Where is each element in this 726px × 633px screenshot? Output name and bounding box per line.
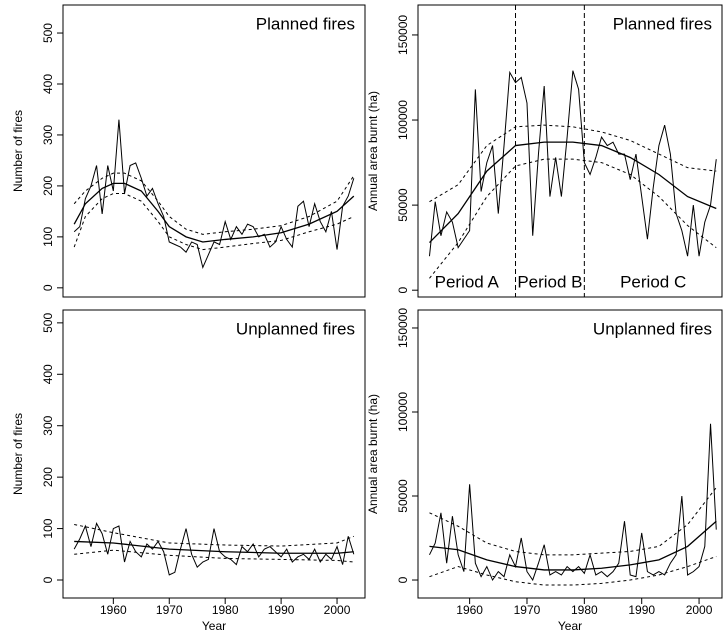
y-tick-label: 300 <box>41 415 55 435</box>
plot-frame <box>417 309 723 599</box>
plot-frame <box>62 309 366 599</box>
panel-title: Unplanned fires <box>593 319 712 338</box>
plot-frame <box>417 4 723 298</box>
y-tick-label: 100 <box>41 518 55 538</box>
data-line <box>429 487 717 556</box>
data-line <box>74 523 355 547</box>
y-tick-label: 100 <box>41 227 55 247</box>
y-axis-label: Number of fires <box>11 413 25 495</box>
y-tick-label: 0 <box>396 576 410 583</box>
x-tick-label: 1990 <box>268 603 295 617</box>
panel-title: Planned fires <box>256 14 355 33</box>
data-line <box>73 522 355 576</box>
panel-title: Planned fires <box>613 14 712 33</box>
data-line <box>74 549 354 563</box>
y-axis-label: Number of fires <box>11 110 25 192</box>
x-axis-label: Year <box>558 619 582 633</box>
y-tick-label: 300 <box>41 125 55 145</box>
y-tick-label: 0 <box>396 287 410 294</box>
data-line <box>429 556 717 586</box>
y-axis-label: Annual area burnt (ha) <box>366 91 380 211</box>
data-line <box>73 172 355 235</box>
x-tick-label: 1970 <box>514 603 541 617</box>
data-line <box>429 158 717 279</box>
x-tick-label: 1980 <box>212 603 239 617</box>
y-tick-label: 200 <box>41 467 55 487</box>
data-line <box>429 520 717 571</box>
data-line <box>429 423 717 582</box>
y-axis-label: Annual area burnt (ha) <box>366 394 380 514</box>
y-tick-label: 200 <box>41 176 55 196</box>
x-tick-label: 1970 <box>156 603 183 617</box>
x-tick-label: 2000 <box>324 603 351 617</box>
period-label: Period C <box>620 272 686 291</box>
plot-frame <box>62 4 366 298</box>
x-tick-label: 2000 <box>686 603 713 617</box>
y-tick-label: 500 <box>41 313 55 333</box>
y-tick-label: 150000 <box>396 15 410 55</box>
data-line <box>429 141 717 244</box>
x-axis-label: Year <box>202 619 226 633</box>
y-tick-label: 500 <box>41 23 55 43</box>
x-tick-label: 1960 <box>100 603 127 617</box>
y-tick-label: 50000 <box>396 188 410 222</box>
x-tick-label: 1980 <box>571 603 598 617</box>
x-tick-label: 1960 <box>456 603 483 617</box>
y-tick-label: 50000 <box>396 479 410 513</box>
panel-title: Unplanned fires <box>236 319 355 338</box>
data-line <box>74 540 354 554</box>
y-tick-label: 100000 <box>396 100 410 140</box>
y-tick-label: 150000 <box>396 308 410 348</box>
period-label: Period A <box>435 272 500 291</box>
x-tick-label: 1990 <box>628 603 655 617</box>
y-tick-label: 400 <box>41 364 55 384</box>
y-tick-label: 400 <box>41 74 55 94</box>
y-tick-label: 100000 <box>396 392 410 432</box>
data-line <box>428 70 717 257</box>
period-label: Period B <box>517 272 582 291</box>
y-tick-label: 0 <box>41 576 55 583</box>
data-line <box>73 182 355 243</box>
data-line <box>73 119 355 269</box>
y-tick-label: 0 <box>41 284 55 291</box>
